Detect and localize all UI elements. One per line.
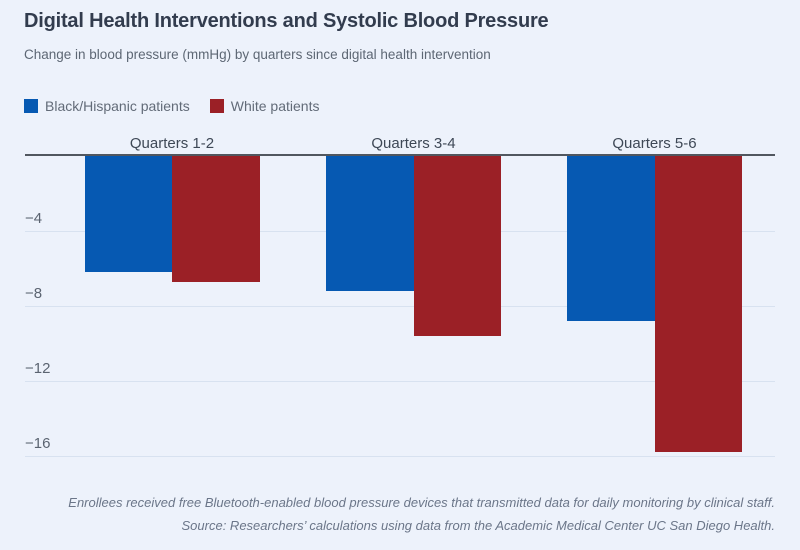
- category-label: Quarters 5-6: [612, 135, 697, 152]
- category-label: Quarters 3-4: [371, 135, 456, 152]
- category-label: Quarters 1-2: [129, 135, 215, 152]
- y-tick-label: −4: [25, 210, 43, 227]
- bar: [326, 156, 414, 291]
- chart-subtitle: Change in blood pressure (mmHg) by quart…: [24, 47, 491, 62]
- y-gridline: [25, 456, 775, 457]
- y-gridline: [25, 306, 775, 307]
- legend: Black/Hispanic patients White patients: [24, 98, 319, 114]
- footer-notes: Enrollees received free Bluetooth-enable…: [68, 491, 775, 537]
- footer-note: Enrollees received free Bluetooth-enable…: [68, 495, 775, 510]
- legend-label: White patients: [230, 98, 320, 114]
- legend-item-black-hispanic: Black/Hispanic patients: [24, 98, 190, 114]
- legend-swatch-blue: [24, 99, 38, 113]
- footer-source: Source: Researchers’ calculations using …: [181, 518, 775, 533]
- y-gridline: [25, 381, 775, 382]
- bar: [413, 156, 501, 336]
- bar: [567, 156, 655, 321]
- bar: [84, 156, 172, 273]
- legend-label: Black/Hispanic patients: [45, 98, 190, 114]
- bar: [654, 156, 742, 453]
- y-tick-label: −12: [25, 360, 51, 377]
- y-tick-label: −16: [25, 435, 51, 452]
- legend-swatch-red: [209, 99, 224, 113]
- zero-axis-line: [25, 154, 775, 156]
- legend-item-white: White patients: [209, 98, 320, 114]
- bar: [172, 156, 260, 282]
- chart-title: Digital Health Interventions and Systoli…: [24, 10, 549, 32]
- y-tick-label: −8: [25, 285, 43, 302]
